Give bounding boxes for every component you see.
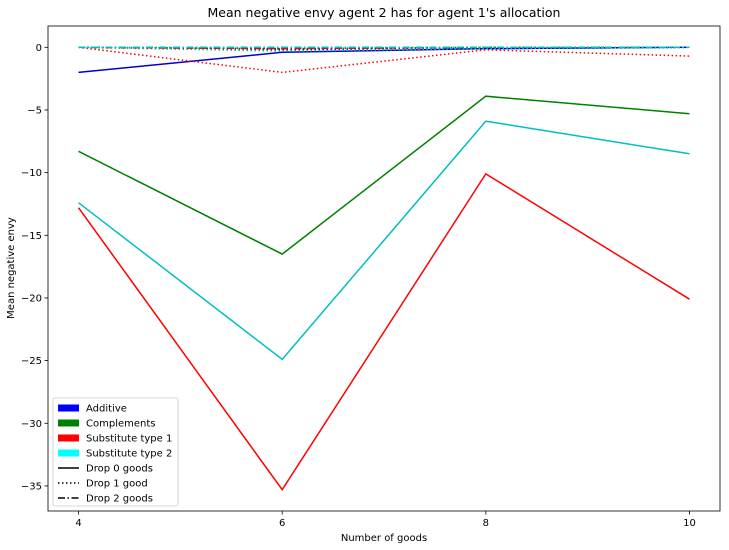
y-tick-label: −5: [27, 105, 42, 116]
series-line-0: [78, 46, 690, 74]
y-tick-label: −35: [21, 481, 42, 492]
y-tick-label: −20: [21, 293, 42, 304]
legend-label-0: Additive: [86, 404, 127, 415]
legend: Additive Complements Substitute type 1 Subs…: [52, 397, 179, 507]
y-tick-label: −30: [21, 419, 42, 430]
series-line-3: [78, 120, 690, 361]
plot-frame: [47, 25, 721, 512]
x-axis-label: Number of goods: [341, 533, 427, 544]
legend-box: [52, 397, 179, 507]
legend-label-6: Drop 2 goods: [86, 494, 153, 505]
legend-label-4: Drop 0 goods: [86, 464, 153, 475]
x-tick-label: 6: [279, 518, 285, 529]
series-line-2: [77, 172, 690, 492]
x-tick-label: 4: [75, 518, 81, 529]
legend-swatch-1: [58, 419, 79, 427]
x-tick-label: 8: [483, 518, 489, 529]
x-tick-label: 10: [683, 518, 696, 529]
y-tick-label: −15: [21, 231, 42, 242]
y-tick-label: 0: [36, 43, 42, 54]
y-ticks: 0 −5 −10 −15 −20 −25 −30 −35: [21, 43, 48, 492]
series-layer: [77, 46, 690, 492]
legend-swatch-0: [58, 404, 79, 412]
chart-title: Mean negative envy agent 2 has for agent…: [208, 5, 561, 20]
legend-label-2: Substitute type 1: [86, 434, 172, 445]
legend-swatch-2: [58, 434, 79, 442]
y-axis-label: Mean negative envy: [6, 217, 17, 319]
x-ticks: 4 6 8 10: [75, 511, 696, 529]
y-tick-label: −25: [21, 356, 42, 367]
legend-label-3: Substitute type 2: [86, 449, 172, 460]
y-tick-label: −10: [21, 168, 42, 179]
series-line-1: [78, 95, 690, 255]
legend-swatch-3: [58, 449, 79, 457]
legend-label-1: Complements: [86, 419, 155, 430]
legend-label-5: Drop 1 good: [86, 479, 148, 490]
